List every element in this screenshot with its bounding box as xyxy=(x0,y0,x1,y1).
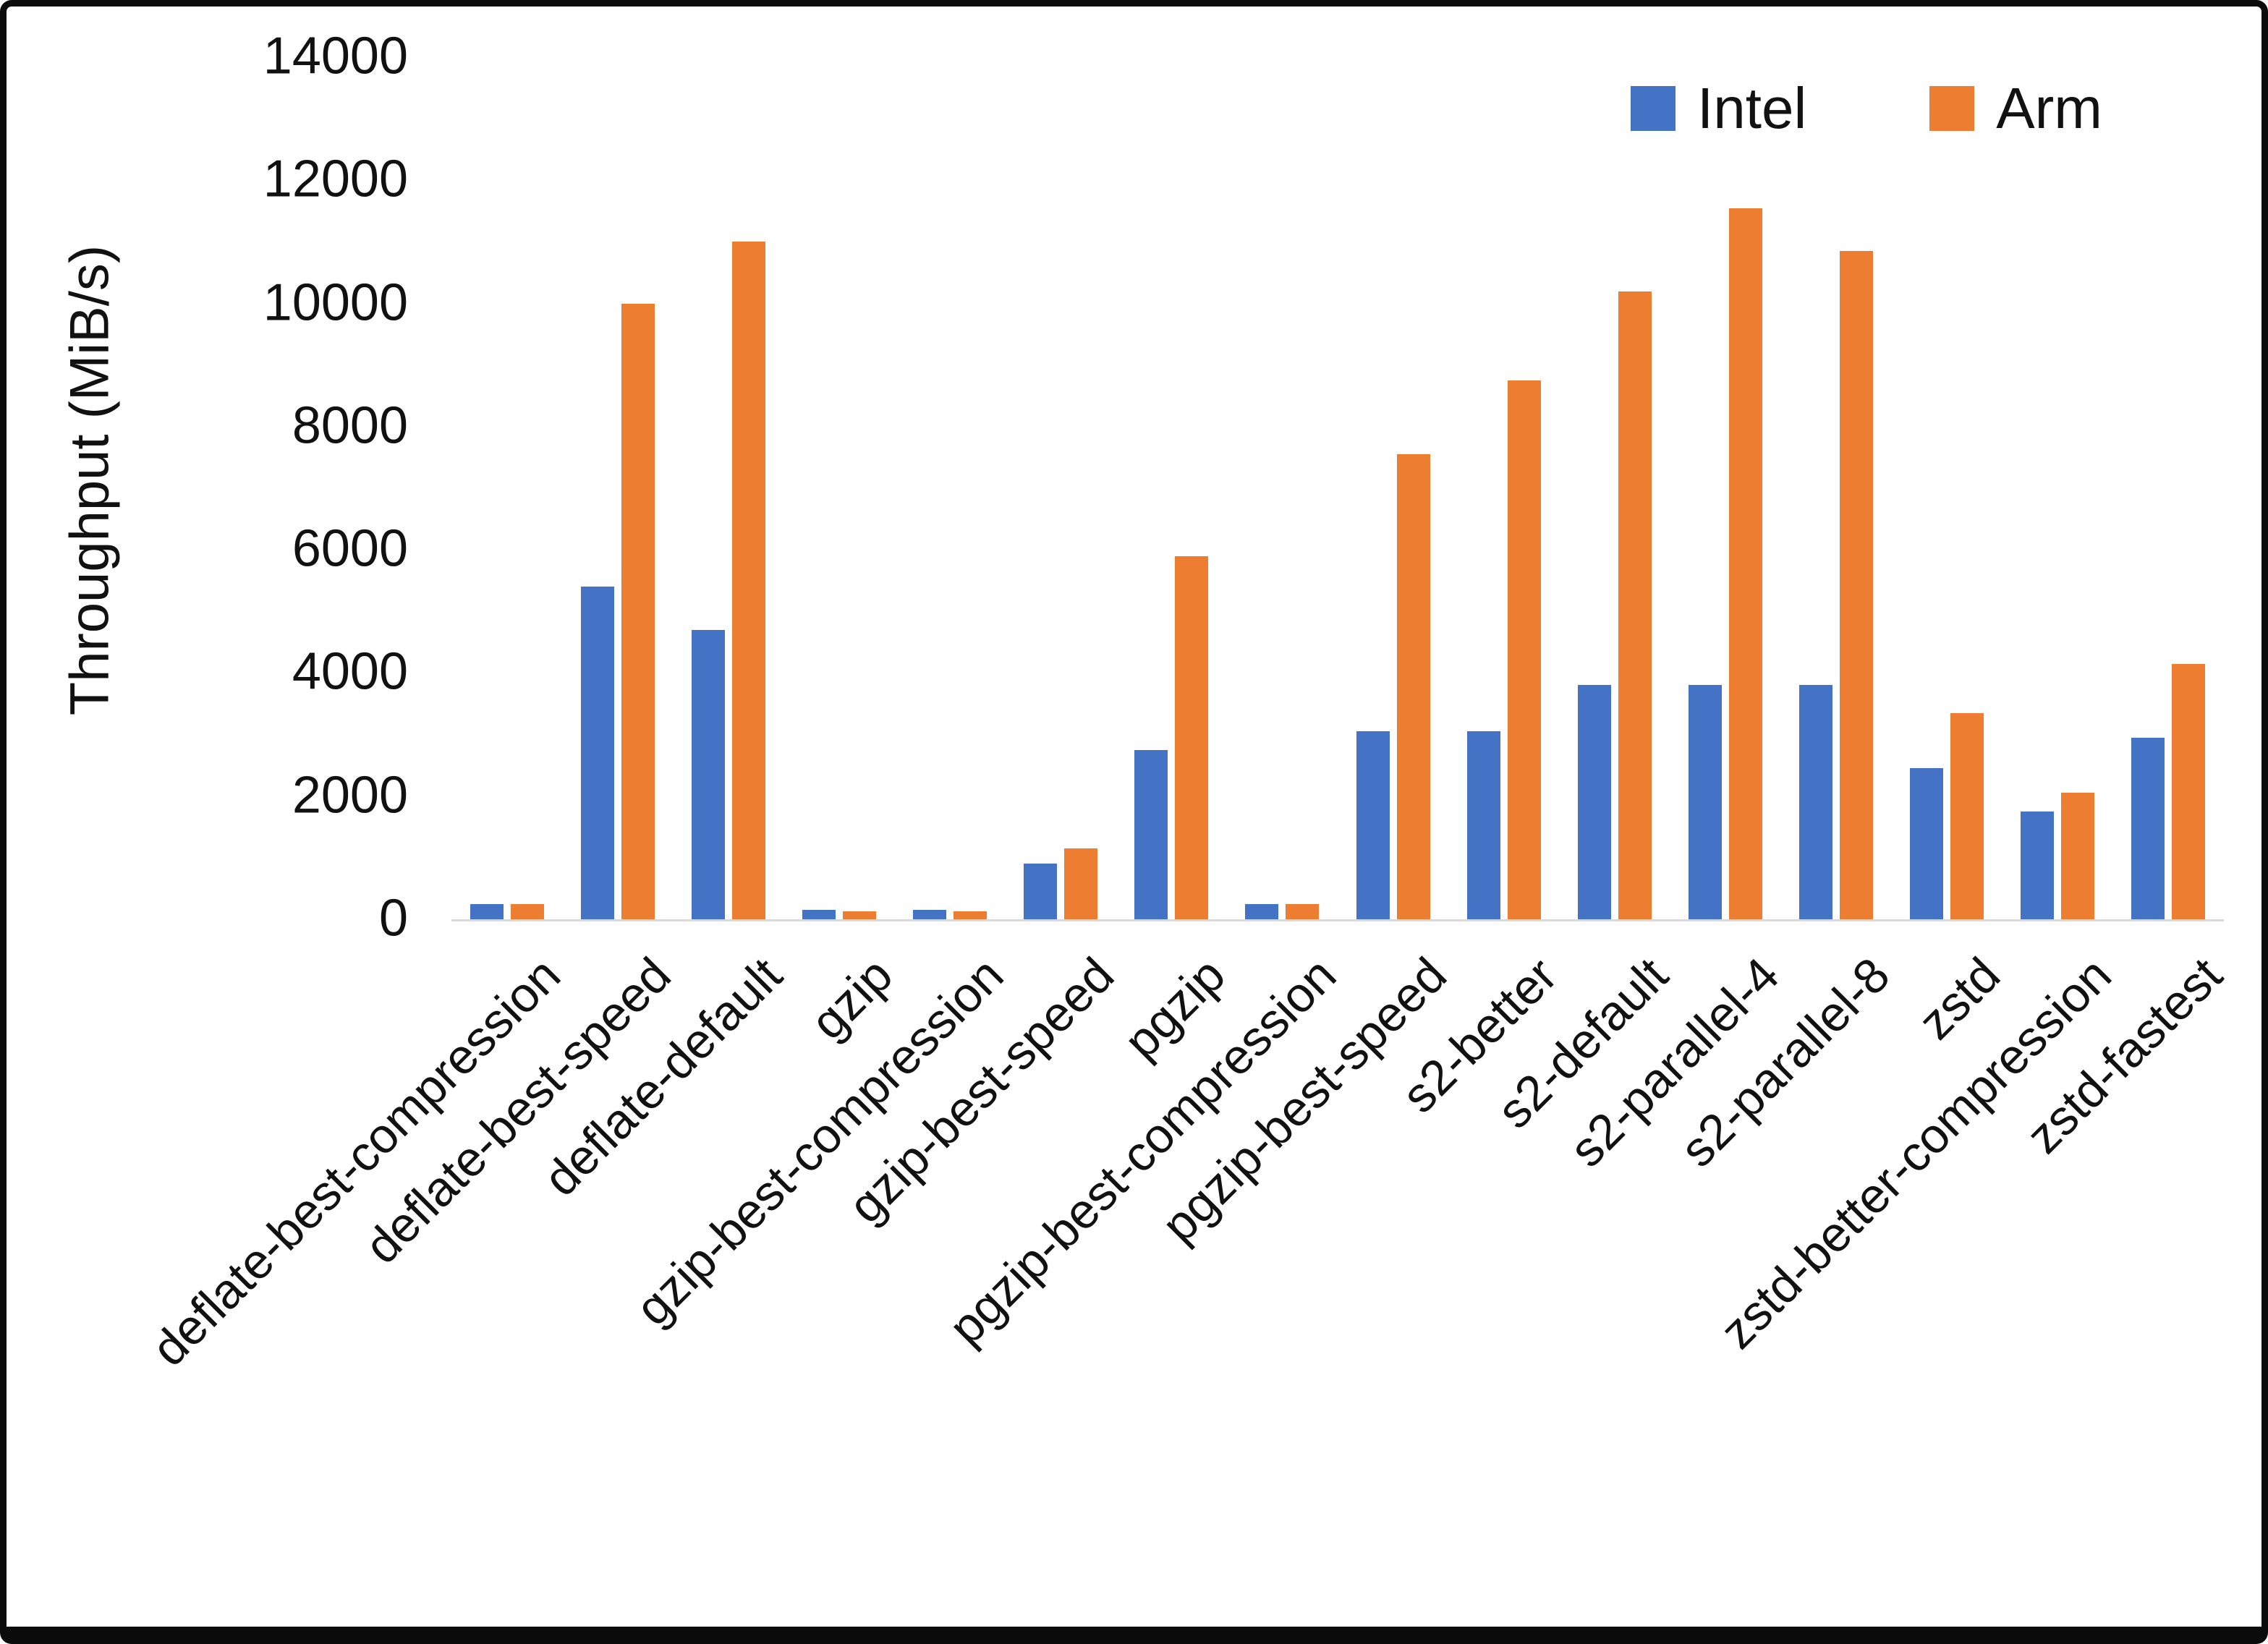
bar-arm-zstd-fastest xyxy=(2172,663,2206,919)
legend-label-intel: Intel xyxy=(1697,76,1807,140)
legend-swatch-intel xyxy=(1631,86,1675,131)
x-axis-labels: deflate-best-compression deflate-best-spe… xyxy=(141,947,2232,1627)
bar-intel-deflate-default xyxy=(691,629,725,919)
bar-arm-deflate-best-speed xyxy=(621,303,655,919)
legend-item-arm: Arm xyxy=(1929,75,2102,142)
y-tick-label-4000: 4000 xyxy=(292,642,408,701)
bar-intel-s2-default xyxy=(1577,685,1611,919)
bar-intel-gzip-best-compression xyxy=(913,910,947,919)
bar-intel-s2-parallel-4 xyxy=(1688,685,1722,919)
legend-label-arm: Arm xyxy=(1996,76,2102,140)
bar-group-gzip-best-speed xyxy=(1006,57,1116,919)
bar-arm-gzip-best-speed xyxy=(1064,848,1098,919)
bar-arm-pgzip xyxy=(1175,555,1209,919)
bar-intel-zstd-fastest xyxy=(2131,737,2165,919)
bar-arm-deflate-best-compression xyxy=(510,903,544,919)
y-tick-label-6000: 6000 xyxy=(292,519,408,578)
bar-arm-s2-default xyxy=(1618,291,1652,919)
bar-intel-s2-better xyxy=(1466,731,1500,919)
legend-item-intel: Intel xyxy=(1631,75,1806,142)
bar-group-pgzip xyxy=(1116,57,1227,919)
bar-group-s2-parallel-8 xyxy=(1781,57,1892,919)
bar-intel-gzip xyxy=(802,910,836,919)
bar-intel-deflate-best-speed xyxy=(580,587,614,919)
bar-intel-zstd-better-compression xyxy=(2021,812,2055,919)
bar-arm-gzip xyxy=(842,911,876,919)
y-axis-ticks: 0 2000 4000 6000 8000 10000 12000 14000 xyxy=(7,27,430,947)
plot-area xyxy=(451,57,2224,921)
bar-group-s2-better xyxy=(1448,57,1559,919)
bar-group-deflate-default xyxy=(673,57,783,919)
legend-swatch-arm xyxy=(1929,86,1975,131)
bar-group-zstd xyxy=(1892,57,2002,919)
bar-arm-s2-parallel-8 xyxy=(1840,251,1874,919)
bar-arm-pgzip-best-speed xyxy=(1396,454,1430,919)
bar-group-deflate-best-speed xyxy=(562,57,673,919)
bar-group-gzip xyxy=(783,57,894,919)
y-tick-label-8000: 8000 xyxy=(292,396,408,455)
bar-arm-zstd xyxy=(1950,712,1984,919)
bar-intel-deflate-best-compression xyxy=(470,903,504,919)
bar-arm-pgzip-best-compression xyxy=(1286,903,1320,919)
bar-group-pgzip-best-compression xyxy=(1227,57,1338,919)
y-tick-label-12000: 12000 xyxy=(263,150,408,208)
bar-group-s2-default xyxy=(1559,57,1670,919)
bar-group-zstd-fastest xyxy=(2113,57,2224,919)
bar-arm-s2-parallel-4 xyxy=(1728,208,1762,919)
legend: Intel Arm xyxy=(1631,75,2102,142)
bar-intel-pgzip-best-compression xyxy=(1245,903,1279,919)
y-tick-label-10000: 10000 xyxy=(263,273,408,331)
bar-arm-s2-better xyxy=(1507,380,1541,919)
bar-arm-zstd-better-compression xyxy=(2061,793,2095,919)
x-axis-label-deflate-best-compression: deflate-best-compression xyxy=(141,947,572,1377)
bar-intel-gzip-best-speed xyxy=(1024,864,1058,919)
bar-intel-pgzip xyxy=(1134,749,1168,919)
bar-group-pgzip-best-speed xyxy=(1338,57,1448,919)
bar-group-s2-parallel-4 xyxy=(1670,57,1780,919)
y-tick-label-2000: 2000 xyxy=(292,766,408,825)
bar-group-deflate-best-compression xyxy=(451,57,562,919)
bar-intel-zstd xyxy=(1910,768,1944,919)
y-tick-label-0: 0 xyxy=(378,889,408,947)
bar-group-gzip-best-compression xyxy=(895,57,1006,919)
y-tick-label-14000: 14000 xyxy=(263,27,408,85)
bar-arm-gzip-best-compression xyxy=(954,911,988,919)
bar-intel-pgzip-best-speed xyxy=(1356,731,1390,919)
bar-group-zstd-better-compression xyxy=(2002,57,2113,919)
bar-intel-s2-parallel-8 xyxy=(1799,685,1833,919)
bar-arm-deflate-default xyxy=(731,242,765,919)
